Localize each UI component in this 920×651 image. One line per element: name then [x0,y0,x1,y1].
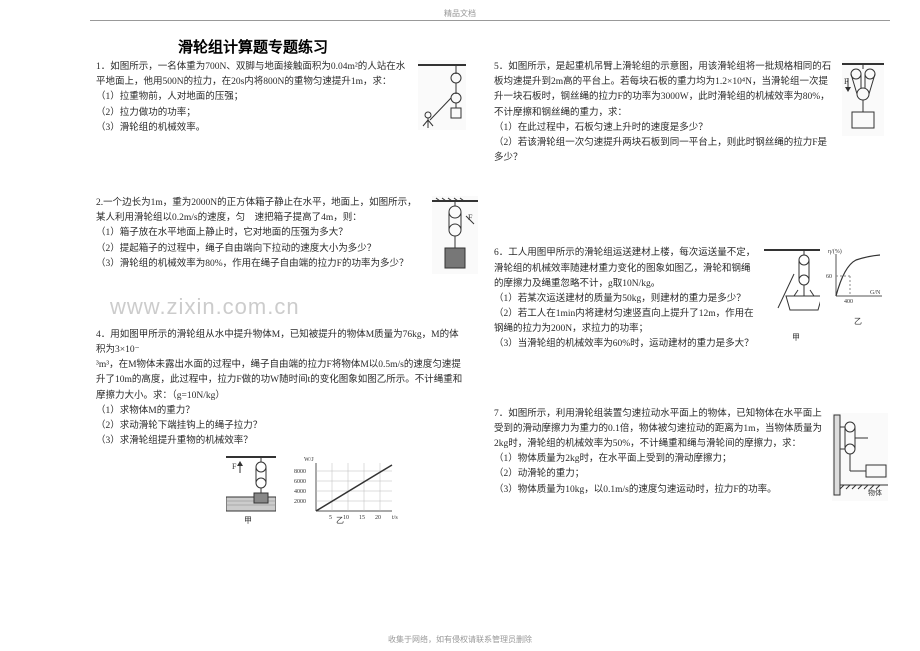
p2-stem: 2.一个边长为1m，重为2000N的正方体箱子静止在水平，地面上，如图所示，某人… [96,198,417,223]
p1-q1: （1）拉重物前，人对地面的压强； [96,92,243,102]
svg-text:2000: 2000 [294,499,306,505]
svg-text:4000: 4000 [294,489,306,495]
svg-text:G/N: G/N [870,290,881,296]
p7-figure: 物体 [832,413,888,501]
page-header: 精品文档 [0,8,920,19]
p2-q1: （1）箱子放在水平地面上静止时，它对地面的压强为多大？ [96,228,348,238]
svg-text:t/s: t/s [392,515,398,521]
p2-q2: （2）提起箱子的过程中，绳子自由端向下拉动的速度大小为多少？ [96,244,376,254]
svg-text:15: 15 [359,515,365,521]
svg-text:20: 20 [375,515,381,521]
problem-1: 1．如图所示，一名体重为700N、双脚与地面接触面积为0.04m²的人站在水平地… [96,60,466,136]
svg-text:5: 5 [329,515,332,521]
left-column: 1．如图所示，一名体重为700N、双脚与地面接触面积为0.04m²的人站在水平地… [96,60,466,531]
p7-q3: （3）物体质量为10kg，以0.1m/s的速度匀速运动时，拉力F的功率。 [494,485,777,495]
right-column: 5．如图所示，是起重机吊臂上滑轮组的示意图，用该滑轮组将一批规格相同的石板均速提… [494,60,884,531]
p6-q2: （2）若工人在1min内将建材匀速竖直向上提升了12m，作用在钢绳的拉力为200… [494,309,754,334]
p4-q2: （2）求动滑轮下端挂钩上的绳子拉力？ [96,421,262,431]
svg-text:60: 60 [826,274,832,280]
problem-6: 6．工人用图甲所示的滑轮组运送建材上楼，每次运送量不定，滑轮组的机械效率随建材重… [494,246,884,352]
p4-q1: （1）求物体M的重力？ [96,406,195,416]
p6-graph-yi: η/(%) 60 400 G/N [826,246,886,306]
p5-q1: （1）在此过程中，石板匀速上升时的速度是多少？ [494,123,708,133]
problem-7: 7．如图所示，利用滑轮组装置匀速拉动水平面上的物体，已知物体在水平面上受到的滑动… [494,407,884,498]
p4-label-yi: 乙 [336,515,344,528]
p4-label-jia: 甲 [244,515,252,528]
p6-q3: （3）当滑轮组的机械效率为60%时，运动建材的重力是多大？ [494,339,754,349]
p6-label-yi: 乙 [854,316,862,329]
p6-q1: （1）若某次运送建材的质量为50kg，则建材的重力是多少？ [494,294,746,304]
top-rule [90,20,890,21]
p4-stem: 4．用如图甲所示的滑轮组从水中提升物体M，已知被提升的物体M质量为76kg，M的… [96,330,459,355]
svg-text:η/(%): η/(%) [828,248,842,255]
p5-stem: 5．如图所示，是起重机吊臂上滑轮组的示意图，用该滑轮组将一批规格相同的石板均速提… [494,62,831,118]
problem-5: 5．如图所示，是起重机吊臂上滑轮组的示意图，用该滑轮组将一批规格相同的石板均速提… [494,60,884,166]
p2-q3: （3）滑轮组的机械效率为80%，作用在绳子自由端的拉力F的功率为多少？ [96,259,408,269]
p2-figure: F [432,196,478,274]
p1-figure [418,60,466,130]
svg-text:F: F [232,462,237,471]
p6-label-jia: 甲 [792,332,800,345]
page-title: 滑轮组计算题专题练习 [178,36,328,57]
p4-figure-jia: F [226,453,276,515]
problem-4: 4．用如图甲所示的滑轮组从水中提升物体M，已知被提升的物体M质量为76kg，M的… [96,328,466,532]
svg-text:400: 400 [844,299,853,305]
p4-graph-yi: W/J 2000 4000 6000 8000 5 [292,453,402,523]
p7-stem: 7．如图所示，利用滑轮组装置匀速拉动水平面上的物体，已知物体在水平面上受到的滑动… [494,409,822,449]
p5-q2: （2）若该滑轮组一次匀速提升两块石板到同一平台上，则此时钢丝绳的拉力F是多少？ [494,138,827,163]
p6-figure-jia [764,246,820,330]
p1-q3: （3）滑轮组的机械效率。 [96,123,205,133]
svg-text:6000: 6000 [294,479,306,485]
svg-text:W/J: W/J [304,457,314,463]
p7-q2: （2）动滑轮的重力； [494,469,584,479]
p4-q3: （3）求滑轮组提升重物的机械效率？ [96,436,253,446]
svg-text:8000: 8000 [294,469,306,475]
page-footer: 收集于网络，如有侵权请联系管理员删除 [0,634,920,645]
p1-q2: （2）拉力做功的功率； [96,108,196,118]
content-area: 1．如图所示，一名体重为700N、双脚与地面接触面积为0.04m²的人站在水平地… [96,60,884,531]
p5-figure: F [842,60,884,136]
p6-stem: 6．工人用图甲所示的滑轮组运送建材上楼，每次运送量不定，滑轮组的机械效率随建材重… [494,248,755,288]
svg-text:物体: 物体 [868,488,882,497]
p4-stem2: ³m³，在M物体未露出水面的过程中，绳子自由端的拉力F将物体M以0.5m/s的速… [96,360,462,400]
p1-stem: 1．如图所示，一名体重为700N、双脚与地面接触面积为0.04m²的人站在水平地… [96,62,405,87]
p7-q1: （1）物体质量为2kg时，在水平面上受到的滑动摩擦力； [494,454,732,464]
problem-2: 2.一个边长为1m，重为2000N的正方体箱子静止在水平，地面上，如图所示，某人… [96,196,466,272]
